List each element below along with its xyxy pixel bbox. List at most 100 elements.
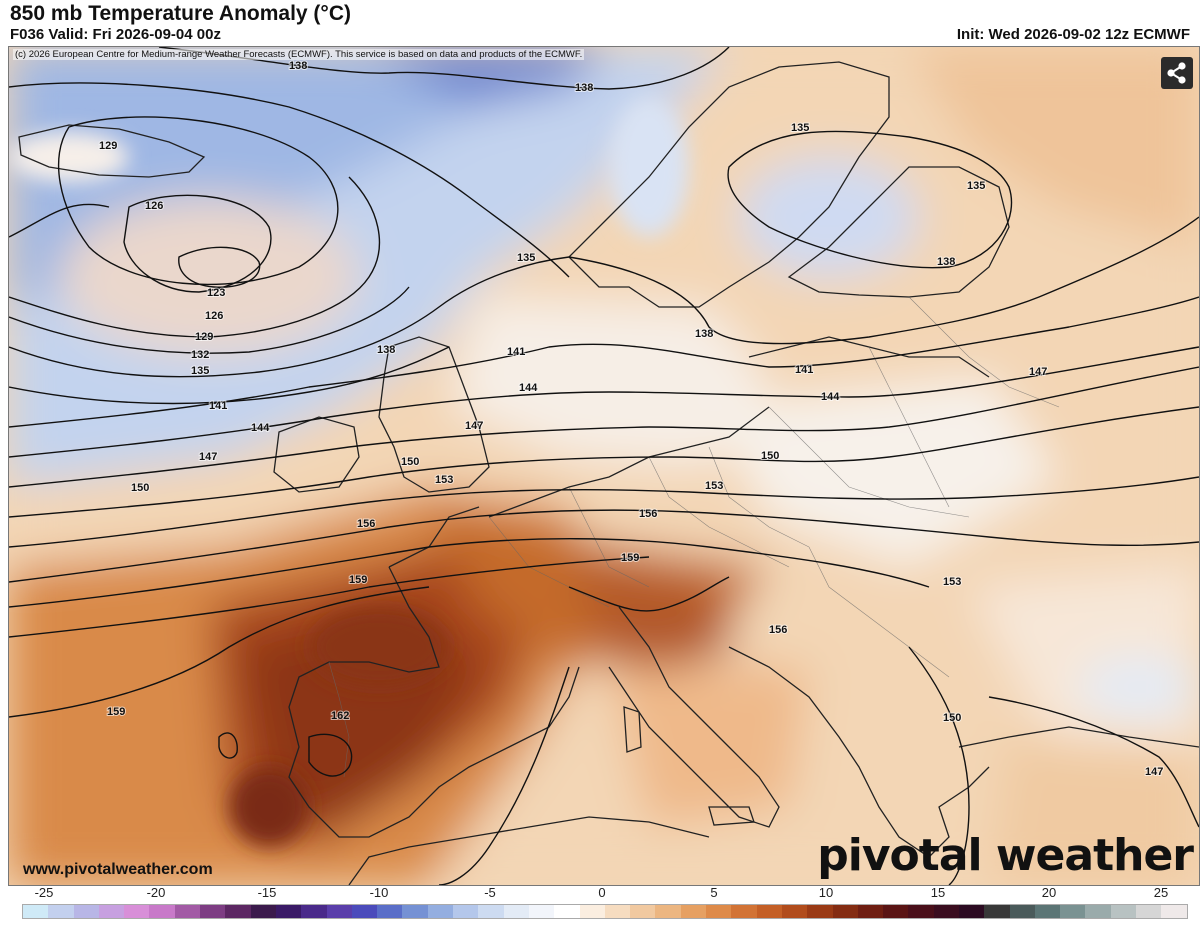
colorbar-swatch [124, 905, 150, 918]
contour-label: 135 [517, 252, 535, 264]
colorbar-swatch [149, 905, 175, 918]
contour-label: 153 [705, 480, 723, 492]
colorbar-swatch [377, 905, 403, 918]
colorbar-swatch [655, 905, 681, 918]
colorbar-swatch [174, 905, 201, 918]
colorbar-swatch [579, 905, 605, 918]
colorbar-tick: 10 [818, 885, 834, 900]
colorbar-tick: -25 [34, 885, 54, 900]
share-button[interactable] [1161, 57, 1193, 89]
colorbar-swatch [73, 905, 99, 918]
colorbar-swatch [883, 905, 909, 918]
website-url[interactable]: www.pivotalweather.com [23, 861, 213, 878]
contour-label: 159 [107, 706, 125, 718]
colorbar-swatch [326, 905, 352, 918]
colorbar-swatch [351, 905, 378, 918]
colorbar-swatch [630, 905, 656, 918]
colorbar-swatch [503, 905, 529, 918]
contour-label: 129 [195, 331, 213, 343]
contour-label: 135 [791, 122, 809, 134]
contour-label: 138 [377, 344, 395, 356]
contour-label: 123 [207, 287, 225, 299]
colorbar-tick: -20 [146, 885, 166, 900]
colorbar-tick: -10 [369, 885, 389, 900]
colorbar-swatch [23, 905, 49, 918]
borders [328, 296, 1060, 778]
contour-labels: 138 138 129 126 123 126 129 132 135 135 … [98, 59, 1164, 779]
colorbar-swatch [1009, 905, 1035, 918]
colorbar-swatch [98, 905, 125, 918]
contour-label: 147 [1029, 366, 1047, 378]
colorbar-swatch [706, 905, 732, 918]
colorbar [22, 904, 1188, 919]
contour-label: 144 [251, 422, 270, 434]
colorbar-tick-labels: -25 -20 -15 -10 -5 0 5 10 15 20 25 [8, 884, 1198, 902]
contour-label: 150 [401, 456, 419, 468]
contour-label: 150 [761, 450, 779, 462]
colorbar-swatch [756, 905, 782, 918]
colorbar-tick: -5 [484, 885, 496, 900]
height-contours [9, 47, 1199, 885]
contour-label: 156 [769, 624, 787, 636]
colorbar-swatch [908, 905, 934, 918]
contour-label: 135 [967, 180, 985, 192]
contour-label: 144 [519, 382, 538, 394]
colorbar-swatch [1161, 905, 1187, 918]
contour-label: 147 [1145, 766, 1163, 778]
colorbar-swatch [731, 905, 757, 918]
map-canvas[interactable]: 138 138 129 126 123 126 129 132 135 135 … [9, 47, 1199, 885]
colorbar-tick: 20 [1041, 885, 1057, 900]
contour-label: 138 [575, 82, 593, 94]
colorbar-swatch [275, 905, 302, 918]
colorbar-swatch [225, 905, 251, 918]
colorbar-tick: 15 [930, 885, 946, 900]
colorbar-swatch [250, 905, 276, 918]
map-panel[interactable]: 138 138 129 126 123 126 129 132 135 135 … [8, 46, 1200, 886]
colorbar-swatch [200, 905, 226, 918]
colorbar-swatch [604, 905, 631, 918]
colorbar-swatch [781, 905, 808, 918]
contour-label: 138 [695, 328, 713, 340]
colorbar-swatch [1060, 905, 1086, 918]
contour-label: 138 [289, 60, 307, 72]
colorbar-swatch [453, 905, 479, 918]
contour-label: 156 [639, 508, 657, 520]
brand-logo: pivotal weather [817, 830, 1194, 881]
contour-label: 153 [943, 576, 961, 588]
colorbar-tick: 0 [598, 885, 606, 900]
colorbar-swatch [478, 905, 504, 918]
colorbar-swatch [402, 905, 428, 918]
colorbar-swatch [1085, 905, 1111, 918]
colorbar-swatch [857, 905, 884, 918]
contour-label: 126 [205, 310, 223, 322]
colorbar-swatch [1110, 905, 1137, 918]
contour-label: 147 [199, 451, 217, 463]
colorbar-swatch [958, 905, 985, 918]
contour-label: 135 [191, 365, 209, 377]
valid-time: F036 Valid: Fri 2026-09-04 00z [10, 26, 221, 43]
init-time: Init: Wed 2026-09-02 12z ECMWF [956, 26, 1190, 43]
colorbar-tick: -15 [257, 885, 277, 900]
contour-label: 141 [795, 364, 813, 376]
contour-label: 150 [131, 482, 149, 494]
contour-label: 156 [357, 518, 375, 530]
anomaly-detail [9, 97, 689, 847]
colorbar-swatch [528, 905, 555, 918]
contour-label: 144 [821, 391, 840, 403]
contour-label: 153 [435, 474, 453, 486]
colorbar-swatch [1136, 905, 1162, 918]
copyright-notice: (c) 2026 European Centre for Medium-rang… [13, 49, 585, 60]
colorbar-swatch [554, 905, 580, 918]
colorbar-tick: 25 [1153, 885, 1169, 900]
colorbar-swatch [427, 905, 454, 918]
colorbar-swatch [933, 905, 959, 918]
contour-label: 126 [145, 200, 163, 212]
colorbar-swatch [984, 905, 1010, 918]
colorbar-swatch [807, 905, 833, 918]
contour-label: 150 [943, 712, 961, 724]
colorbar-swatch [48, 905, 74, 918]
colorbar-swatch [1034, 905, 1061, 918]
contour-label: 129 [99, 140, 117, 152]
colorbar-swatch [301, 905, 327, 918]
contour-label: 141 [507, 346, 525, 358]
